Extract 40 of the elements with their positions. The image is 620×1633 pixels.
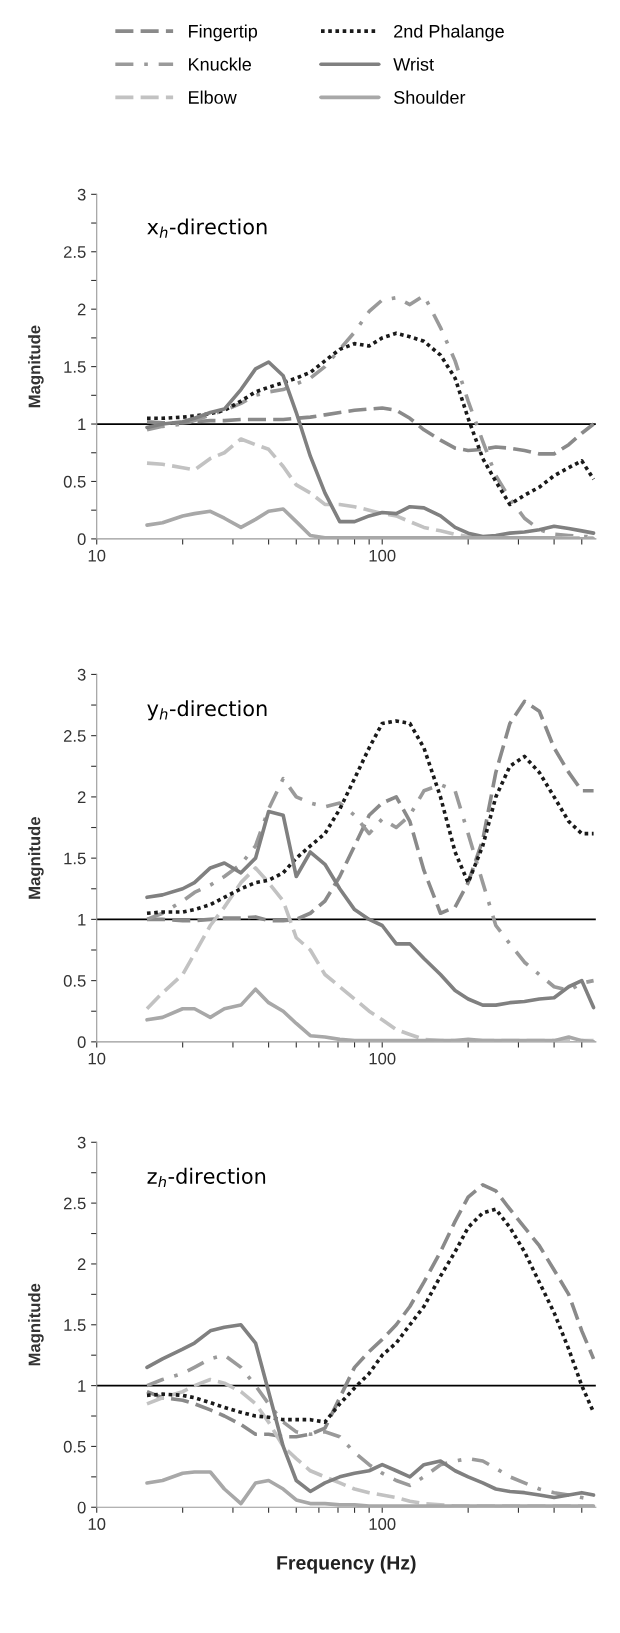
y-tick-label: 1	[78, 913, 86, 926]
x-tick-label: 100	[369, 1052, 396, 1065]
x-tick-label: 100	[369, 1518, 396, 1530]
y-tick-label: 2	[77, 1258, 86, 1270]
y-axis-title: Magnitude	[28, 817, 44, 899]
y-tick-label: 1.5	[64, 852, 86, 865]
y-tick-label: 0	[77, 1036, 86, 1049]
y-tick-label: 2.5	[63, 1197, 86, 1210]
legend-label: Elbow	[189, 90, 237, 104]
y-tick-label: 1	[78, 418, 86, 431]
y-axis-title: Magnitude	[28, 325, 44, 408]
y-tick-label: 2	[77, 791, 86, 803]
x-tick-label: 10	[88, 1518, 106, 1530]
legend-label: Fingertip	[189, 24, 258, 42]
y-tick-label: 3	[77, 188, 86, 201]
text: x$_{h}$-direction	[147, 218, 267, 238]
legend-label: Knuckle	[189, 57, 251, 71]
y-tick-label: 0.5	[63, 975, 86, 987]
legend-label: Wrist	[393, 57, 434, 71]
text: z$_{h}$-direction	[147, 1167, 266, 1188]
legend-label: 2nd Phalange	[394, 24, 504, 42]
y-tick-label: 0	[77, 533, 86, 546]
y-tick-label: 1	[78, 1380, 86, 1392]
y-tick-label: 3	[77, 1136, 86, 1149]
text: y$_{h}$-direction	[147, 700, 267, 721]
y-tick-label: 2.5	[63, 246, 86, 258]
x-tick-label: 10	[88, 1052, 106, 1065]
x-axis-title: Frequency (Hz)	[277, 1555, 416, 1574]
x-tick-label: 100	[369, 549, 396, 562]
y-tick-label: 1.5	[64, 361, 86, 373]
y-tick-label: 3	[77, 668, 86, 681]
y-tick-label: 0.5	[63, 1440, 86, 1453]
x-tick-label: 10	[88, 549, 106, 562]
y-tick-label: 2.5	[63, 730, 86, 742]
y-tick-label: 1.5	[64, 1319, 86, 1331]
legend-label: Shoulder	[394, 90, 466, 104]
y-tick-label: 0.5	[63, 475, 86, 488]
y-axis-title: Magnitude	[28, 1283, 44, 1366]
y-tick-label: 0	[77, 1501, 86, 1514]
y-tick-label: 2	[77, 303, 86, 316]
